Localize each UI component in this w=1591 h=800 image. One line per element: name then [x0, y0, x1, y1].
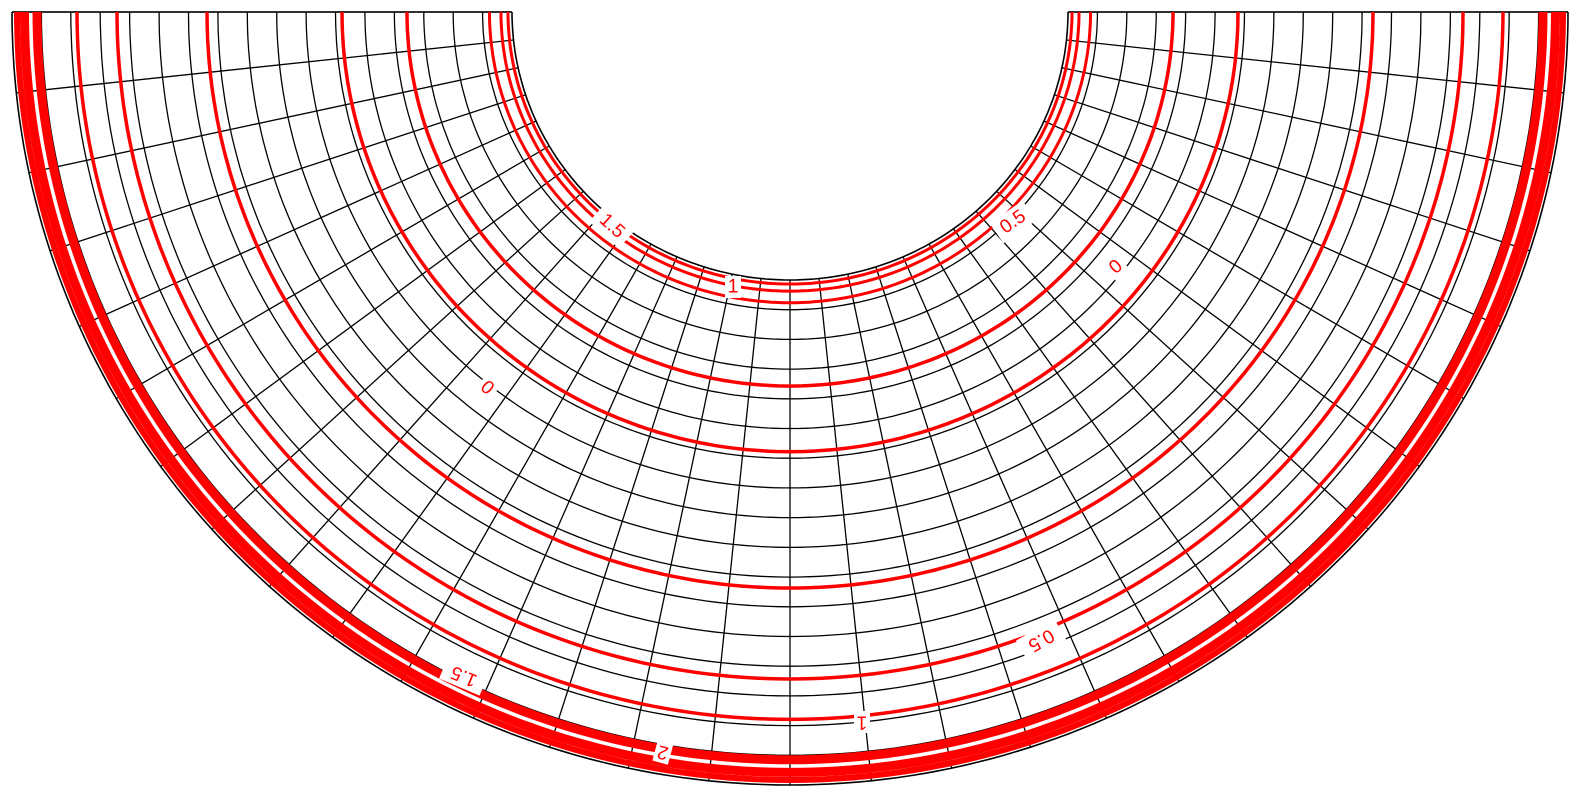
grid-spoke-line — [268, 210, 605, 587]
contour-line-15-7 — [75, 11, 1505, 722]
grid-spoke-line — [996, 190, 1369, 530]
grid-spoke-line — [952, 228, 1248, 638]
grid-spoke-line — [1030, 145, 1465, 400]
grid-spoke-line — [627, 274, 733, 769]
grid-spoke-line — [928, 243, 1180, 682]
grid-ring-line — [452, 12, 1128, 341]
grid-ring-line — [305, 11, 1275, 489]
grid-ring-line — [217, 11, 1363, 578]
grid-spoke-line — [160, 169, 566, 467]
contour-line-05-3 — [205, 11, 1375, 590]
grid-spoke-line — [875, 266, 1032, 748]
grid-spoke-line — [332, 228, 628, 638]
contour-label-1-b: 1 — [854, 711, 870, 733]
contour-label-0-a: 0 — [471, 372, 503, 404]
grid-spoke-line — [1043, 120, 1502, 328]
contour-line-05-2 — [488, 12, 1092, 305]
grid-spoke-line — [211, 190, 584, 530]
grid-ring-line — [393, 12, 1187, 400]
grid-ring-line — [276, 11, 1304, 519]
grid-ring-line — [364, 11, 1216, 430]
grid-ring-line — [11, 11, 1569, 786]
grid-spoke-line — [1061, 67, 1552, 174]
contour-label-1-a: 1 — [725, 276, 741, 298]
curvilinear-grid — [11, 11, 1569, 786]
contour-label-2-text: 2 — [655, 740, 671, 763]
grid-spoke-line — [1054, 94, 1531, 252]
grid-spoke-line — [78, 120, 537, 328]
grid-spoke-line — [818, 278, 872, 781]
grid-spoke-line — [400, 243, 652, 682]
grid-spoke-line — [902, 256, 1108, 719]
contour-line-15-6 — [506, 12, 1074, 286]
grid-spoke-line — [1066, 39, 1564, 94]
grid-spoke-line — [548, 266, 705, 748]
contour-line-0-1 — [340, 11, 1240, 454]
contour-line-0-0 — [405, 12, 1175, 388]
grid-ring-line — [481, 12, 1099, 311]
contour-line-1-5 — [115, 11, 1465, 681]
grid-spoke-line — [708, 278, 762, 781]
grid-ring-line — [70, 11, 1510, 727]
grid-ring-line — [246, 11, 1334, 549]
grid-spoke-line — [115, 145, 550, 400]
contour-line-2-9 — [20, 11, 1560, 777]
grid-spoke-line — [1014, 169, 1420, 467]
contour-label-0-b: 0 — [1100, 251, 1132, 283]
grid-spoke-line — [847, 274, 953, 769]
grid-ring-line — [158, 11, 1422, 638]
grid-spoke-line — [16, 39, 514, 94]
grid-ring-line — [99, 11, 1481, 697]
contour-label-1-a-text: 1 — [728, 277, 739, 298]
contour-line-2-8 — [32, 11, 1548, 765]
grid-ring-line — [511, 12, 1069, 281]
grid-ring-line — [334, 11, 1246, 459]
grid-ring-line — [187, 11, 1393, 608]
grid-spoke-line — [49, 94, 526, 252]
grid-ring-line — [128, 11, 1452, 667]
contour-line-1-4 — [499, 12, 1081, 293]
contour-lines — [14, 11, 1566, 784]
contour-outer-band — [14, 11, 1566, 784]
grid-spoke-line — [975, 210, 1312, 587]
grid-spoke-line — [472, 256, 678, 719]
contour-label-2: 2 — [652, 739, 674, 765]
grid-spoke-line — [28, 67, 519, 174]
contour-label-1-b-text: 1 — [857, 712, 868, 733]
grid-ring-line — [423, 12, 1157, 370]
